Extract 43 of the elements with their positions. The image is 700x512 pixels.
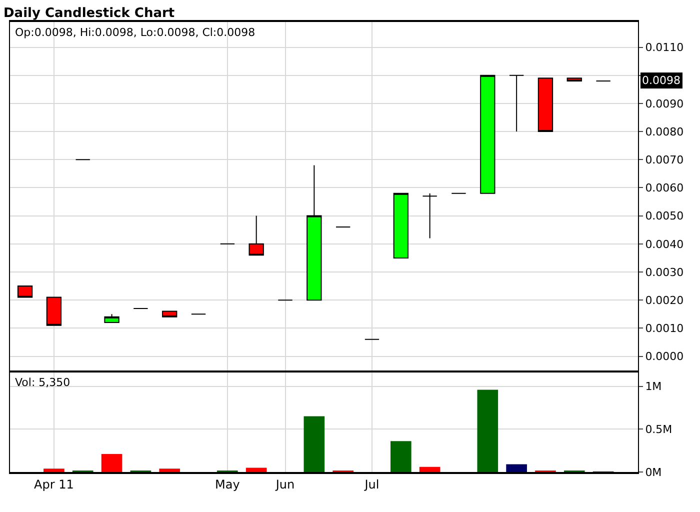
candlestick bbox=[480, 74, 496, 194]
y-tick-label: 0.0070 bbox=[645, 153, 684, 166]
bar bbox=[101, 454, 122, 472]
y-tick-label: 0.0010 bbox=[645, 322, 684, 336]
y-tick-label: 0.0080 bbox=[645, 125, 684, 138]
candlestick bbox=[17, 286, 33, 298]
annotation: 0.0098 bbox=[642, 74, 680, 87]
bar bbox=[44, 468, 64, 472]
y-tick-label: 0.0060 bbox=[645, 182, 684, 195]
annotation: Op:0.0098, Hi:0.0098, Lo:0.0098, Cl:0.0098 bbox=[15, 26, 256, 39]
x-tick-label: Apr 11 bbox=[34, 477, 74, 492]
bar bbox=[159, 468, 180, 472]
bar bbox=[419, 466, 440, 472]
y-tick-label: 0.0040 bbox=[645, 238, 684, 251]
y-tick-label: 0.0110 bbox=[645, 41, 684, 54]
y-tick-label: 0.0030 bbox=[645, 266, 684, 279]
candlestick bbox=[508, 74, 524, 132]
bar bbox=[304, 416, 325, 472]
y-tick-label: 0.0020 bbox=[645, 294, 684, 307]
candlestick bbox=[538, 78, 554, 132]
y-tick-label: 0.0090 bbox=[645, 97, 684, 110]
bar bbox=[477, 390, 498, 472]
bar bbox=[506, 464, 527, 472]
y-tick-label: 0.5M bbox=[645, 422, 672, 436]
x-tick-label: Jun bbox=[274, 477, 295, 492]
candlestick bbox=[422, 192, 438, 239]
candlestick bbox=[46, 296, 62, 326]
y-tick-label: 0M bbox=[645, 466, 662, 479]
candlestick bbox=[566, 78, 582, 82]
y-tick-label: 1M bbox=[645, 380, 662, 394]
candlestick bbox=[162, 310, 178, 318]
candlestick bbox=[248, 215, 264, 256]
x-tick-label: May bbox=[215, 477, 240, 492]
chart-title: Daily Candlestick Chart bbox=[4, 6, 175, 21]
bar bbox=[246, 468, 267, 472]
y-tick-label: 0.0050 bbox=[645, 210, 684, 223]
x-tick-label: Jul bbox=[364, 477, 380, 492]
y-tick-label: 0.0000 bbox=[645, 350, 684, 364]
candlestick bbox=[306, 164, 322, 301]
candlestick bbox=[393, 192, 408, 258]
bar bbox=[390, 441, 412, 472]
candlestick bbox=[104, 314, 120, 324]
annotation: Vol: 5,350 bbox=[15, 376, 70, 389]
